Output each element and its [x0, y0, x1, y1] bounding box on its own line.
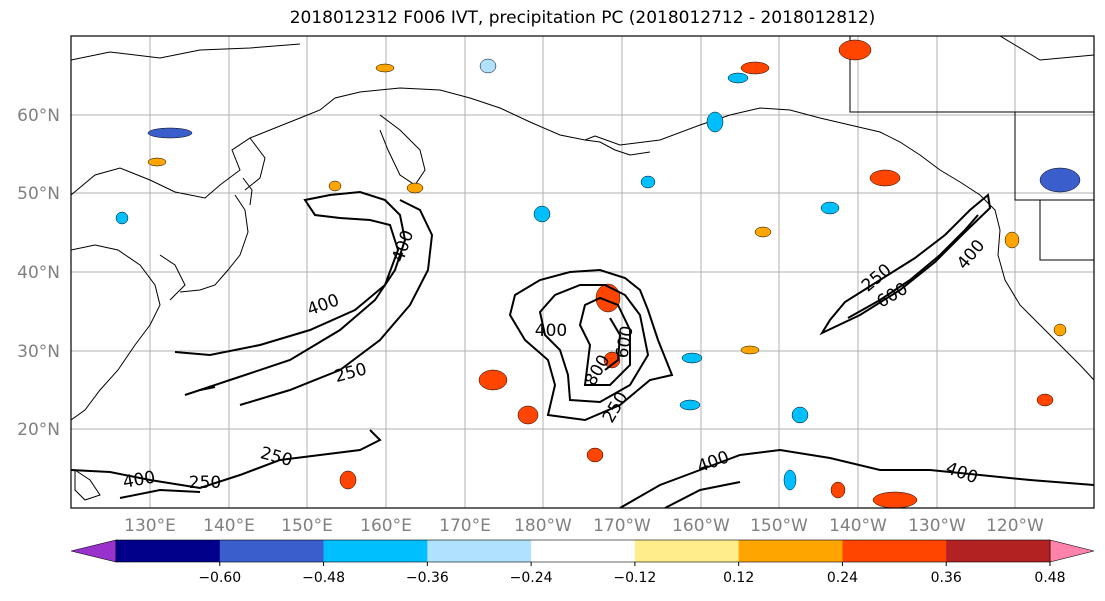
colorbar-tick-label: 0.36	[931, 570, 962, 586]
colorbar-swatch	[531, 540, 636, 562]
colorbar-tick-label: −0.24	[510, 570, 553, 586]
coastlines	[71, 36, 1094, 501]
colorbar-swatch	[946, 540, 1051, 562]
colorbar-tick-label: 0.24	[827, 570, 858, 586]
colorbar-extend-low	[70, 539, 117, 563]
lat-label-20: 20°N	[17, 420, 60, 440]
ivt-contours	[71, 190, 1094, 508]
colorbar-tick-label: 0.12	[723, 570, 754, 586]
lat-label-60: 60°N	[17, 106, 60, 126]
colorbar-swatch	[323, 540, 428, 562]
colorbar-extend-high	[1049, 539, 1095, 563]
colorbar-frame	[115, 539, 1051, 563]
lon-label: 120°W	[986, 516, 1044, 536]
lat-labels: 60°N 50°N 40°N 30°N 20°N	[17, 106, 60, 440]
lat-label-40: 40°N	[17, 263, 60, 283]
colorbar-swatch	[842, 540, 947, 562]
map-title: 2018012312 F006 IVT, precipitation PC (2…	[289, 8, 876, 28]
gridlines	[71, 36, 1094, 508]
lon-label: 170°W	[593, 516, 651, 536]
colorbar: −0.60 −0.48 −0.36 −0.24 −0.12 0.12 0.24 0.36 0.4…	[70, 539, 1095, 586]
lon-label: 140°E	[203, 516, 255, 536]
lon-label: 150°W	[750, 516, 808, 536]
lon-label: 160°W	[672, 516, 730, 536]
lat-label-30: 30°N	[17, 342, 60, 362]
lon-label: 130°W	[908, 516, 966, 536]
colorbar-tick-label: −0.60	[198, 570, 241, 586]
colorbar-swatch	[634, 540, 740, 562]
lon-label: 170°E	[439, 516, 491, 536]
colorbar-tick-label: −0.12	[613, 570, 656, 586]
colorbar-tick-label: −0.36	[406, 570, 449, 586]
colorbar-swatch	[116, 540, 221, 562]
contour-label: 250	[189, 473, 221, 493]
colorbar-tick-label: −0.48	[302, 570, 345, 586]
colorbar-tick-label: 0.48	[1034, 570, 1065, 586]
lon-labels: 130°E 140°E 150°E 160°E 170°E 180°W 170°…	[124, 516, 1044, 536]
colorbar-swatch	[219, 540, 325, 562]
colorbar-swatch	[427, 540, 532, 562]
contour-label: 400	[535, 321, 567, 341]
lon-label: 150°E	[281, 516, 333, 536]
precipitation-blobs	[115, 39, 1081, 508]
lat-label-50: 50°N	[17, 184, 60, 204]
lon-label: 140°W	[829, 516, 887, 536]
colorbar-swatch	[738, 540, 843, 562]
map-frame	[70, 35, 1095, 509]
lon-label: 180°W	[514, 516, 572, 536]
lon-label: 160°E	[360, 516, 412, 536]
lon-label: 130°E	[124, 516, 176, 536]
